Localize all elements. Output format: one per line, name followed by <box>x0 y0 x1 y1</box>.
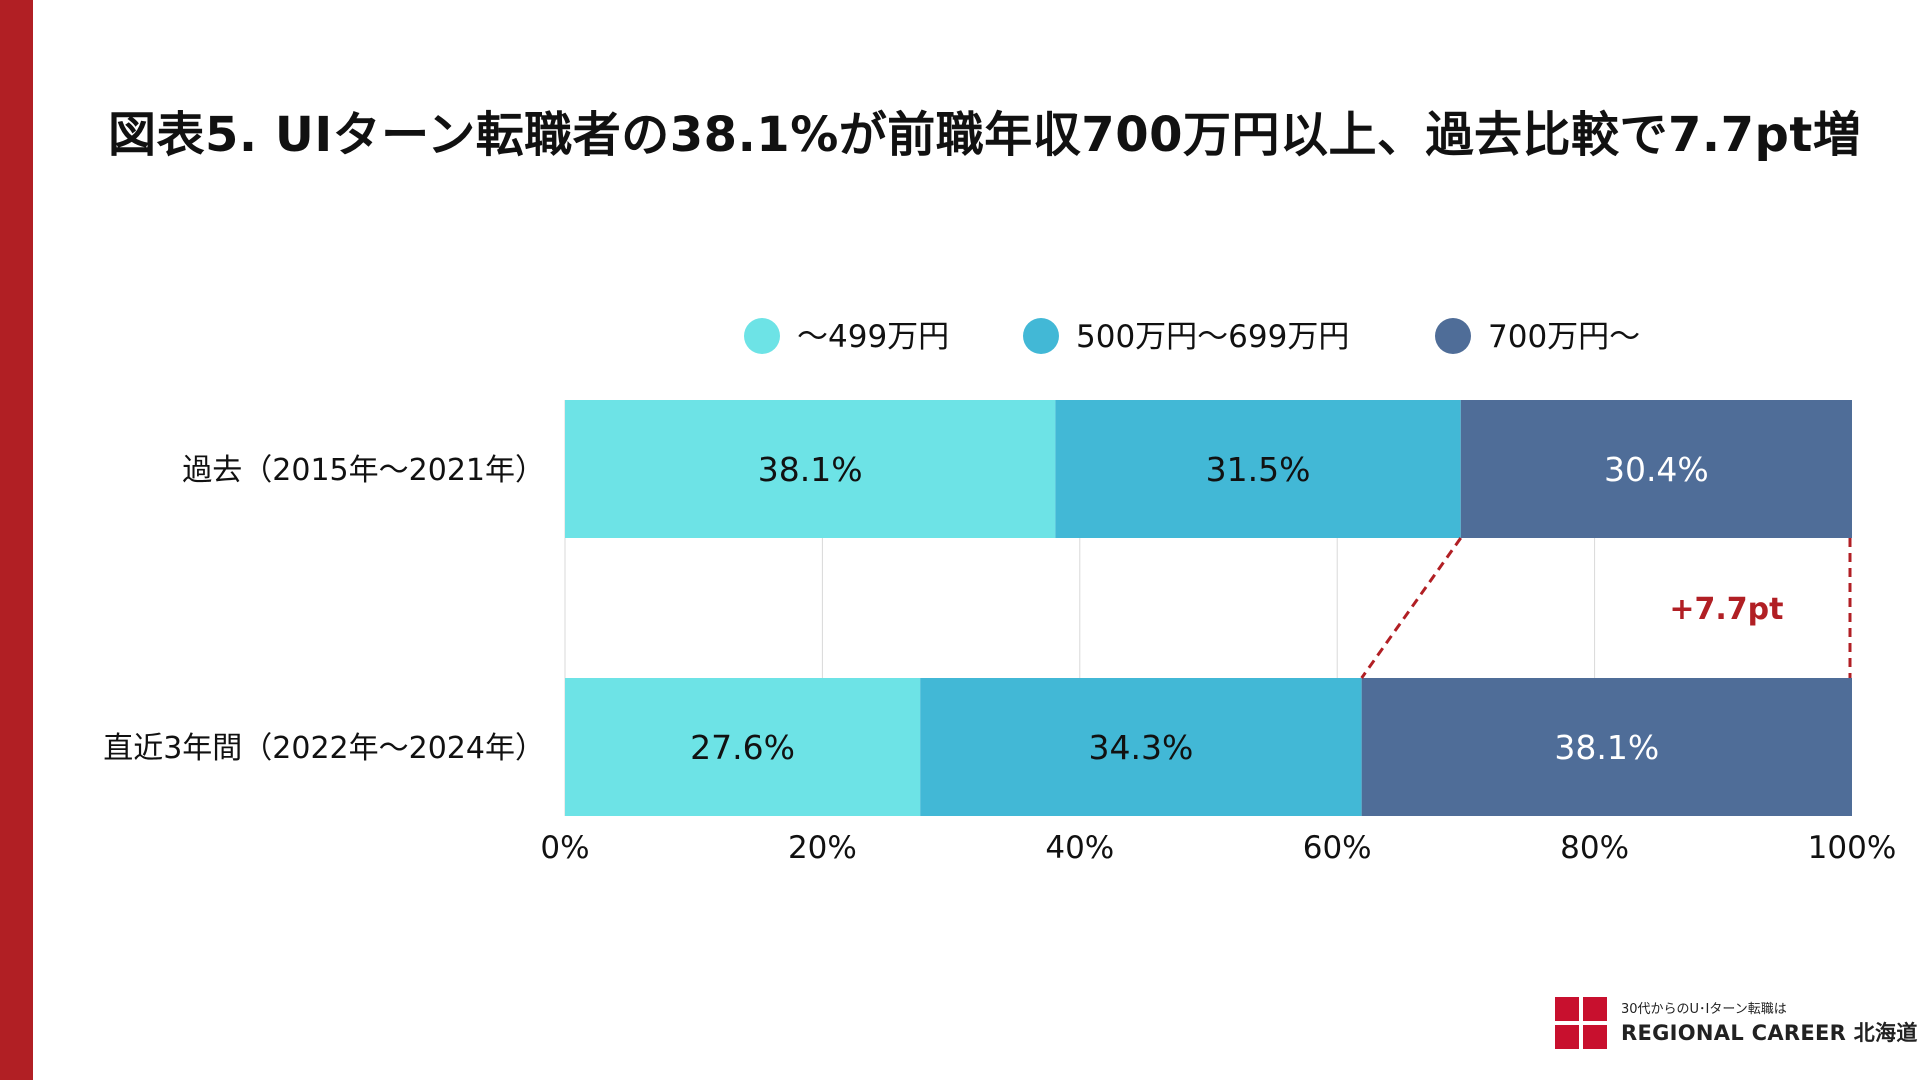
annotation-line <box>1360 537 1462 679</box>
bars <box>565 400 1852 816</box>
annotation: +7.7pt <box>1360 537 1852 679</box>
data-label: 38.1% <box>1554 728 1659 767</box>
bar-segment <box>1055 400 1461 538</box>
x-axis-ticks: 0% 20% 40% 60% 80% 100% <box>540 830 1896 866</box>
category-label: 過去（2015年～2021年） <box>182 453 545 488</box>
data-label: 38.1% <box>758 450 863 489</box>
tick-label: 20% <box>788 830 857 866</box>
tick-label: 100% <box>1808 830 1897 866</box>
chart-title: 図表5. UIターン転職者の38.1%が前職年収700万円以上、過去比較で7.7… <box>108 107 1862 163</box>
brand-logo: 30代からのU･Iターン転職は REGIONAL CAREER 北海道 <box>1555 995 1917 1055</box>
annotation-label: +7.7pt <box>1669 592 1783 627</box>
accent-bar <box>0 0 33 1080</box>
bar-segment <box>565 400 1056 538</box>
tick-label: 80% <box>1560 830 1629 866</box>
legend-label: 700万円～ <box>1488 319 1640 355</box>
data-label: 30.4% <box>1604 450 1709 489</box>
bar-segment <box>1460 400 1852 538</box>
tick-label: 60% <box>1303 830 1372 866</box>
bar-segment <box>920 678 1362 816</box>
tick-label: 40% <box>1045 830 1114 866</box>
bar-segment <box>1361 678 1852 816</box>
legend-marker <box>744 318 780 354</box>
bar-segment <box>565 678 921 816</box>
logo-tagline: 30代からのU･Iターン転職は <box>1621 1002 1787 1017</box>
legend-marker <box>1023 318 1059 354</box>
category-label: 直近3年間（2022年～2024年） <box>103 731 545 766</box>
tick-label: 0% <box>540 830 589 866</box>
legend-label: 500万円～699万円 <box>1076 319 1349 355</box>
legend-label: ～499万円 <box>797 319 949 355</box>
logo-mark-icon <box>1555 997 1607 1049</box>
data-label: 34.3% <box>1089 728 1194 767</box>
logo-name: REGIONAL CAREER 北海道 <box>1621 1021 1918 1045</box>
bar-labels: 38.1% 31.5% 30.4% 27.6% 34.3% 38.1% <box>690 450 1709 767</box>
category-labels: 過去（2015年～2021年） 直近3年間（2022年～2024年） <box>103 453 545 766</box>
legend: ～499万円 500万円～699万円 700万円～ <box>744 318 1640 355</box>
data-label: 27.6% <box>690 728 795 767</box>
data-label: 31.5% <box>1206 450 1311 489</box>
legend-marker <box>1435 318 1471 354</box>
